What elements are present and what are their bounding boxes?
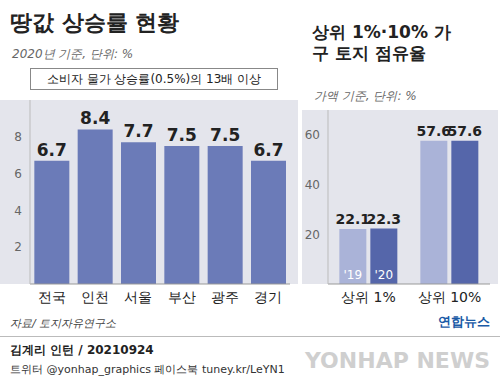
svg-text:57.6: 57.6	[448, 123, 483, 139]
svg-text:경기: 경기	[254, 289, 282, 305]
svg-text:8.4: 8.4	[80, 108, 110, 128]
html-text:가액 기준, 단위: %: 가액 기준, 단위: %	[314, 89, 417, 103]
svg-text:상위 1%: 상위 1%	[341, 289, 396, 305]
svg-text:22.3: 22.3	[367, 211, 402, 227]
svg-text:전국: 전국	[38, 289, 66, 305]
svg-text:60: 60	[305, 128, 320, 142]
html-text:소비자 물가 상승률(0.5%)의 13배 이상: 소비자 물가 상승률(0.5%)의 13배 이상	[46, 72, 262, 86]
svg-text:20: 20	[305, 228, 320, 242]
svg-text:광주: 광주	[211, 289, 239, 305]
svg-text:22.1: 22.1	[336, 211, 371, 227]
html-text:연합뉴스: 연합뉴스	[438, 314, 490, 329]
svg-text:상위 10%: 상위 10%	[418, 289, 482, 305]
svg-text:7.5: 7.5	[210, 125, 240, 145]
svg-text:6.7: 6.7	[37, 140, 67, 160]
svg-text:7.7: 7.7	[123, 121, 153, 141]
svg-text:2: 2	[14, 240, 22, 254]
svg-text:인천: 인천	[81, 289, 109, 305]
svg-text:4: 4	[14, 204, 22, 218]
svg-text:부산: 부산	[168, 289, 196, 305]
svg-text:40: 40	[305, 178, 320, 192]
html-text:트위터 @yonhap_graphics 페이스북 tune: 트위터 @yonhap_graphics 페이스북 tuney.kr/LeYN1	[10, 363, 285, 376]
svg-text:57.6: 57.6	[417, 123, 452, 139]
svg-text:'20: '20	[375, 268, 394, 282]
svg-text:'19: '19	[344, 268, 363, 282]
svg-text:7.5: 7.5	[167, 125, 197, 145]
svg-text:6.7: 6.7	[253, 140, 283, 160]
svg-text:6: 6	[14, 167, 22, 181]
html-text:자료/ 토지자유연구소: 자료/ 토지자유연구소	[10, 317, 117, 330]
html-text:상위 1%·10% 가구 토지 점유율: 상위 1%·10% 가구 토지 점유율	[312, 22, 451, 63]
svg-text:서울: 서울	[124, 289, 152, 305]
html-text:김계리 인턴 / 20210924: 김계리 인턴 / 20210924	[10, 343, 154, 357]
html-text:YONHAP NEWS: YONHAP NEWS	[305, 348, 490, 373]
html-text:2020년 기준, 단위: %: 2020년 기준, 단위: %	[12, 47, 134, 61]
html-text:땅값 상승률 현황: 땅값 상승률 현황	[10, 10, 180, 35]
svg-text:8: 8	[14, 130, 22, 144]
